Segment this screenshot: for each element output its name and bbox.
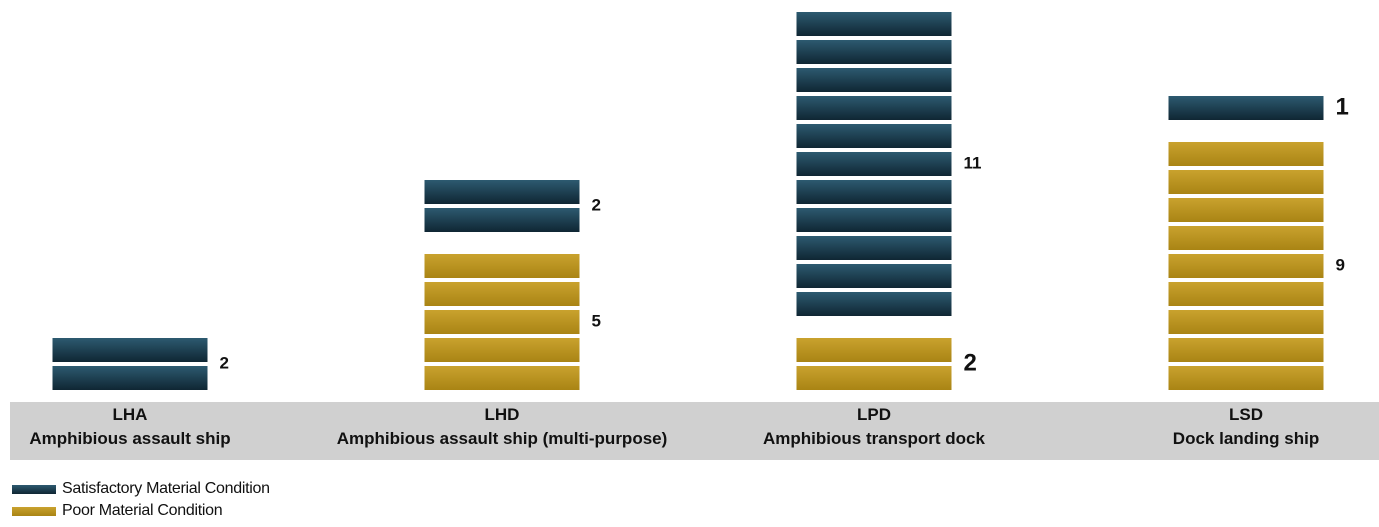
bar-unit-poor-lhd	[424, 338, 580, 362]
legend-swatch-poor	[12, 506, 56, 516]
category-name-label: Dock landing ship	[1173, 429, 1319, 448]
bar-unit-poor-lsd	[1168, 338, 1324, 362]
bar-unit-poor-lsd	[1168, 226, 1324, 250]
category-code-label: LHD	[485, 405, 520, 424]
bar-unit-satisfactory-lpd	[796, 236, 952, 260]
legend-item-satisfactory: Satisfactory Material Condition	[12, 478, 270, 500]
bar-unit-poor-lhd	[424, 366, 580, 390]
legend: Satisfactory Material Condition Poor Mat…	[12, 478, 270, 522]
bar-unit-satisfactory-lpd	[796, 124, 952, 148]
bar-unit-satisfactory-lhd	[424, 208, 580, 232]
bar-unit-poor-lsd	[1168, 170, 1324, 194]
bar-unit-satisfactory-lpd	[796, 180, 952, 204]
bar-unit-satisfactory-lha	[52, 338, 208, 362]
data-label-poor-lpd: 2	[964, 349, 977, 376]
data-label-poor-lsd: 9	[1336, 255, 1345, 274]
bars-group	[52, 12, 1324, 390]
legend-item-poor: Poor Material Condition	[12, 500, 270, 522]
category-code-label: LSD	[1229, 405, 1263, 424]
bar-unit-satisfactory-lpd	[796, 96, 952, 120]
bar-unit-satisfactory-lpd	[796, 208, 952, 232]
bar-unit-poor-lhd	[424, 282, 580, 306]
chart: 2 LHA Amphibious assault ship 5 2 LHD Amphibio…	[10, 12, 1379, 460]
bar-unit-satisfactory-lhd	[424, 180, 580, 204]
bar-unit-satisfactory-lpd	[796, 292, 952, 316]
bar-unit-poor-lsd	[1168, 254, 1324, 278]
category-band	[10, 402, 1379, 460]
bar-unit-satisfactory-lsd	[1168, 96, 1324, 120]
category-code-label: LPD	[857, 405, 891, 424]
category-name-label: Amphibious assault ship	[29, 429, 230, 448]
data-label-satisfactory-lpd: 11	[964, 153, 982, 172]
data-label-poor-lhd: 5	[592, 311, 601, 330]
bar-unit-poor-lsd	[1168, 310, 1324, 334]
category-code-label: LHA	[113, 405, 148, 424]
labels-group: 2 LHA Amphibious assault ship 5 2 LHD Amphibio…	[29, 93, 1348, 448]
bar-unit-poor-lhd	[424, 310, 580, 334]
bar-unit-poor-lpd	[796, 366, 952, 390]
legend-swatch-satisfactory	[12, 484, 56, 494]
bar-unit-poor-lsd	[1168, 198, 1324, 222]
data-label-satisfactory-lha: 2	[220, 353, 229, 372]
bar-unit-satisfactory-lha	[52, 366, 208, 390]
category-name-label: Amphibious transport dock	[763, 429, 986, 448]
bar-unit-poor-lhd	[424, 254, 580, 278]
data-label-satisfactory-lhd: 2	[592, 195, 601, 214]
bar-unit-poor-lpd	[796, 338, 952, 362]
bar-unit-satisfactory-lpd	[796, 12, 952, 36]
bar-unit-poor-lsd	[1168, 142, 1324, 166]
data-label-satisfactory-lsd: 1	[1336, 93, 1349, 120]
legend-label-poor: Poor Material Condition	[62, 502, 223, 519]
category-name-label: Amphibious assault ship (multi-purpose)	[337, 429, 668, 448]
bar-unit-satisfactory-lpd	[796, 68, 952, 92]
bar-unit-satisfactory-lpd	[796, 152, 952, 176]
bar-unit-poor-lsd	[1168, 366, 1324, 390]
bar-unit-poor-lsd	[1168, 282, 1324, 306]
legend-label-satisfactory: Satisfactory Material Condition	[62, 480, 270, 497]
bar-unit-satisfactory-lpd	[796, 40, 952, 64]
bar-unit-satisfactory-lpd	[796, 264, 952, 288]
